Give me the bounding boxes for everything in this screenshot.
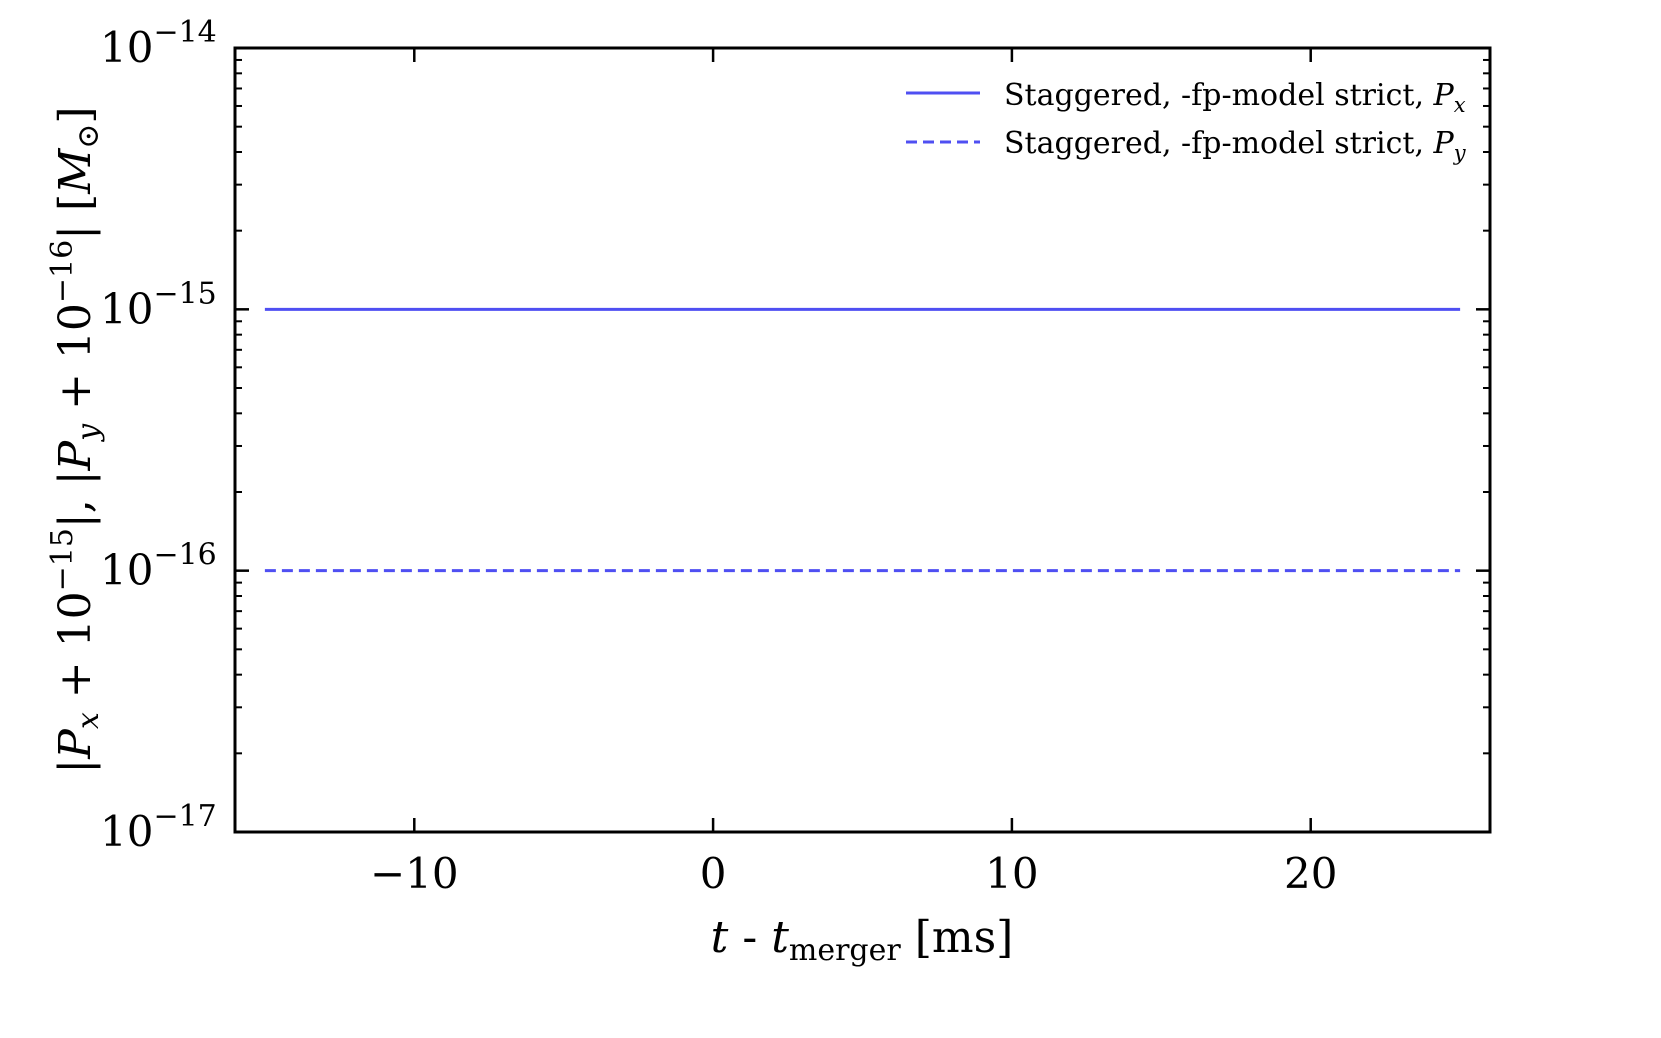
y-ticks: 10−17 10−16 10−15 10−14 (100, 15, 1490, 856)
y-axis-label: |Px + 10−15|, |Py + 10−16| [M⊙] (45, 106, 106, 773)
x-ticks: −10 0 10 20 (370, 48, 1337, 898)
y-minor-ticks (235, 58, 1490, 755)
plot-frame (233, 46, 1492, 834)
legend: Staggered, -fp-model strict, Px Staggere… (906, 78, 1467, 165)
x-tick-label: 0 (700, 849, 727, 898)
x-tick-label: 20 (1284, 849, 1337, 898)
x-tick-label: −10 (370, 849, 459, 898)
legend-label-py: Staggered, -fp-model strict, Py (1004, 126, 1467, 165)
y-tick-label: 10−14 (100, 15, 217, 72)
y-tick-label: 10−16 (100, 538, 217, 595)
y-tick-label: 10−15 (100, 276, 217, 333)
y-tick-label: 10−17 (100, 799, 217, 856)
series-lines (264, 307, 1461, 573)
legend-label-px: Staggered, -fp-model strict, Px (1004, 78, 1466, 117)
x-tick-label: 10 (985, 849, 1038, 898)
x-axis-label: t - tmerger [ms] (711, 912, 1014, 968)
